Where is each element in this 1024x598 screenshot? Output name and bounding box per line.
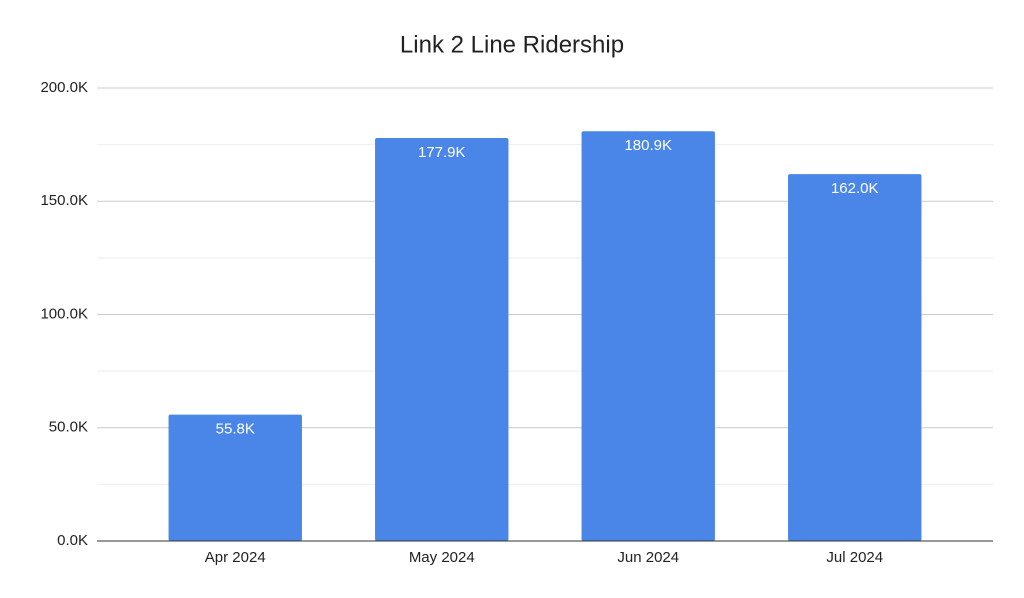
value-label: 177.9K — [418, 144, 466, 161]
y-tick-label: 100.0K — [40, 305, 88, 322]
x-tick-label: Jul 2024 — [826, 549, 883, 566]
bar — [168, 414, 302, 541]
x-tick-label: Apr 2024 — [205, 549, 266, 566]
x-tick-label: Jun 2024 — [617, 549, 679, 566]
y-tick-label: 50.0K — [49, 419, 88, 436]
chart-title: Link 2 Line Ridership — [400, 31, 624, 58]
y-tick-label: 200.0K — [40, 79, 88, 96]
y-tick-label: 150.0K — [40, 192, 88, 209]
bar — [375, 138, 509, 541]
bar — [581, 131, 715, 541]
x-tick-label: May 2024 — [409, 549, 475, 566]
value-label: 180.9K — [624, 137, 672, 154]
value-label: 55.8K — [216, 421, 255, 438]
bar — [788, 174, 922, 541]
value-label: 162.0K — [831, 180, 879, 197]
y-tick-label: 0.0K — [57, 532, 88, 549]
